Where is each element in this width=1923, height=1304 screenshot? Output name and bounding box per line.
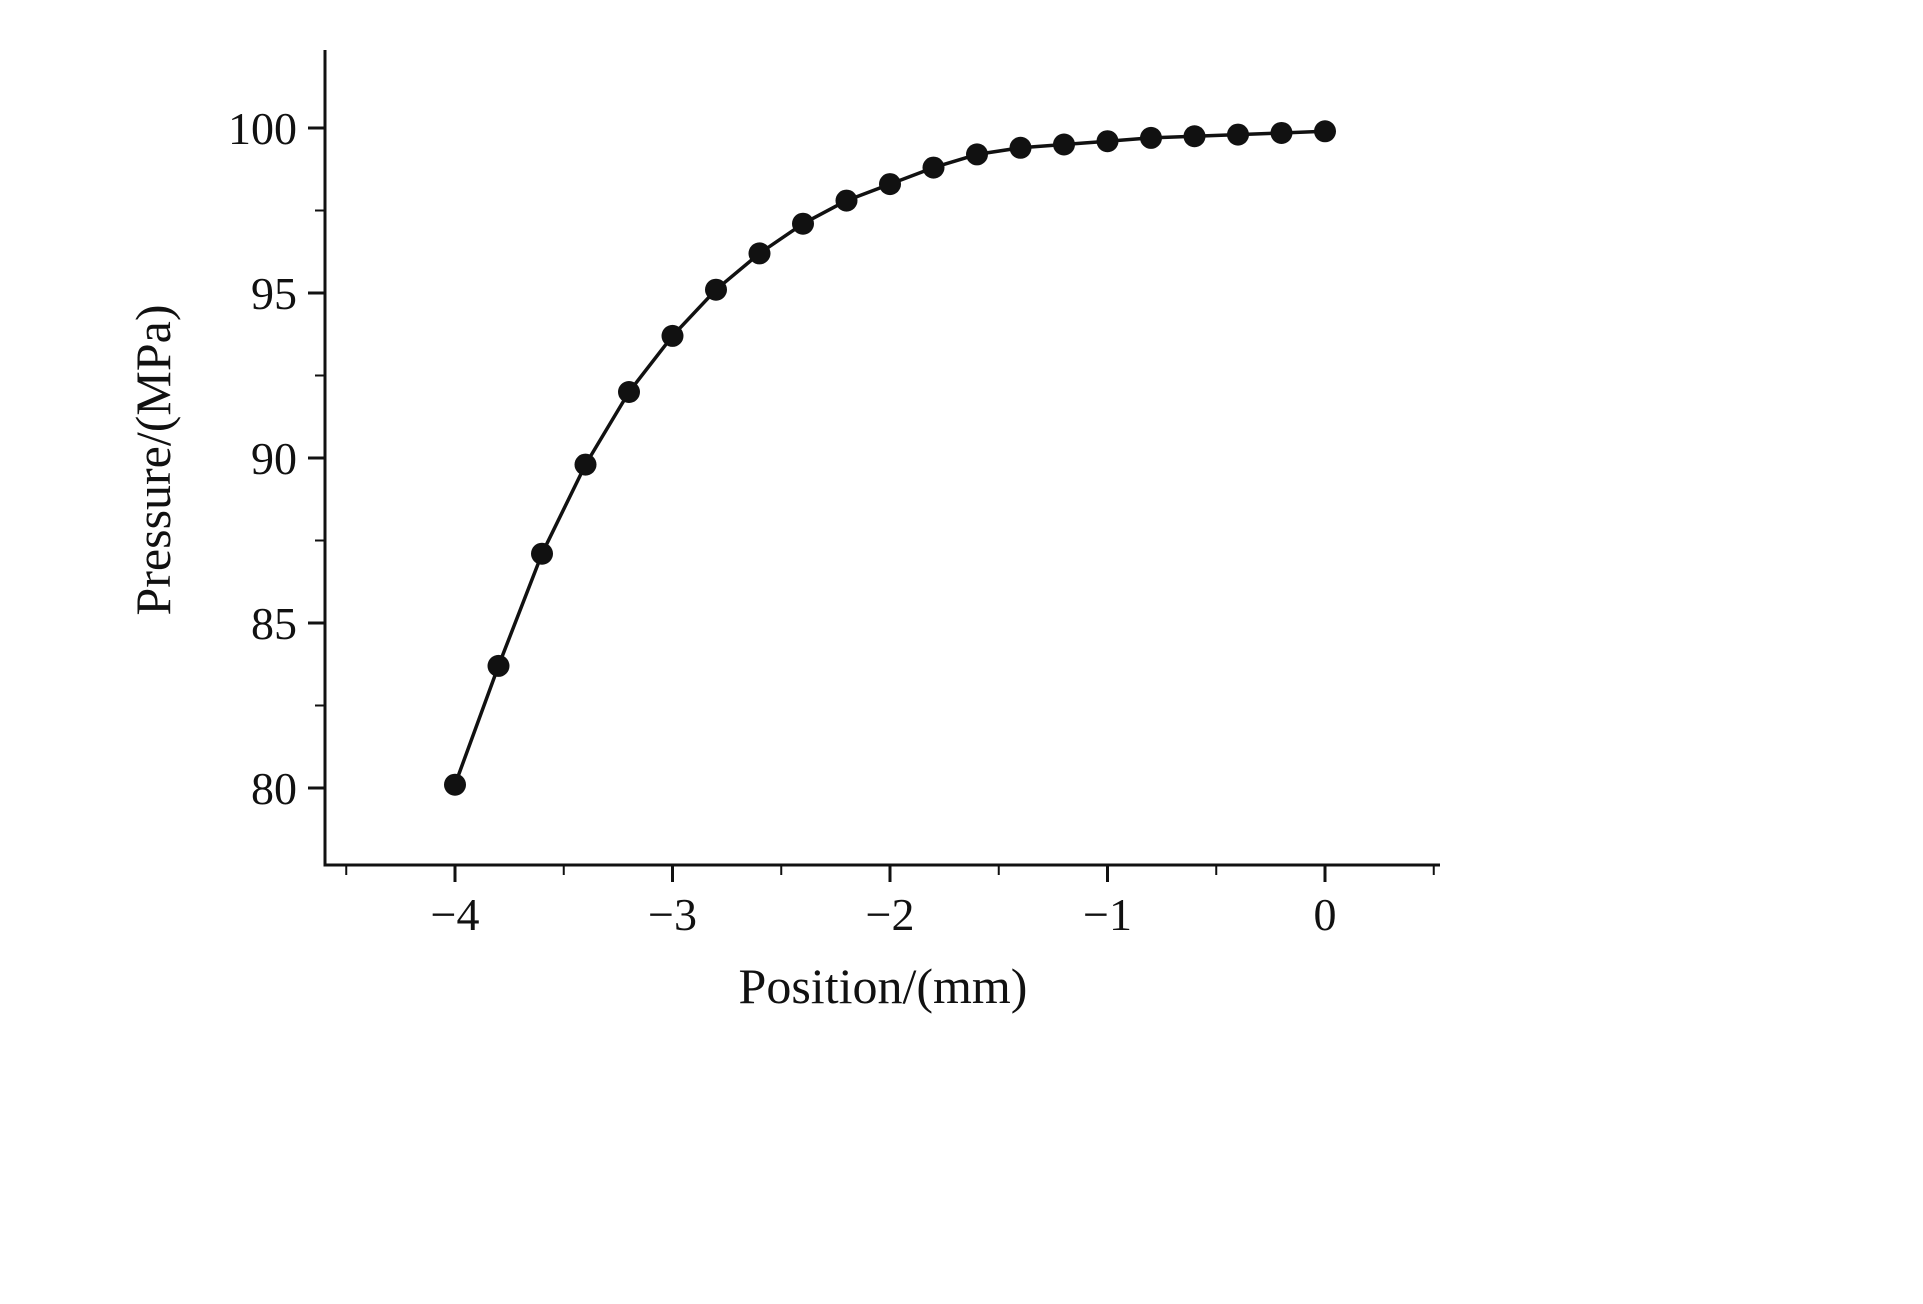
x-tick-label: −1 bbox=[1083, 889, 1132, 940]
x-axis-label: Position/(mm) bbox=[739, 958, 1028, 1014]
data-point-marker bbox=[705, 278, 727, 301]
axis-tick-labels: −4 −3 −2 −1 0 80 85 90 95 100 bbox=[228, 103, 1337, 940]
data-point-marker bbox=[1270, 121, 1293, 144]
y-tick-label: 80 bbox=[251, 763, 297, 814]
y-tick-label: 90 bbox=[251, 433, 297, 484]
x-tick-label: −3 bbox=[648, 889, 697, 940]
data-point-marker bbox=[1314, 120, 1336, 143]
y-axis-label: Pressure/(MPa) bbox=[125, 304, 181, 615]
y-tick-label: 100 bbox=[228, 103, 297, 154]
data-point-marker bbox=[1140, 126, 1162, 149]
x-tick-label: −2 bbox=[866, 889, 915, 940]
data-point-marker bbox=[574, 453, 597, 476]
data-point-marker bbox=[1009, 136, 1032, 159]
data-point-marker bbox=[748, 242, 771, 265]
data-point-marker bbox=[1183, 125, 1206, 148]
data-point-marker bbox=[444, 773, 466, 796]
axis-ticks bbox=[308, 126, 1435, 882]
y-tick-label: 85 bbox=[251, 598, 297, 649]
pressure-series bbox=[444, 120, 1336, 796]
data-point-marker bbox=[487, 654, 510, 677]
y-tick-label: 95 bbox=[251, 268, 297, 319]
data-point-marker bbox=[531, 542, 553, 565]
x-tick-label: 0 bbox=[1314, 889, 1337, 940]
data-point-marker bbox=[1227, 123, 1249, 146]
axis-spines bbox=[323, 50, 1440, 867]
data-point-marker bbox=[835, 189, 858, 212]
data-point-marker bbox=[792, 212, 814, 235]
data-point-marker bbox=[1053, 133, 1075, 156]
data-point-marker bbox=[879, 173, 901, 196]
data-point-marker bbox=[661, 324, 684, 347]
data-point-marker bbox=[618, 381, 640, 403]
data-point-marker bbox=[966, 143, 988, 166]
x-tick-label: −4 bbox=[431, 889, 480, 940]
data-point-marker bbox=[922, 156, 945, 179]
axes bbox=[323, 50, 1440, 867]
data-point-marker bbox=[1096, 130, 1119, 153]
